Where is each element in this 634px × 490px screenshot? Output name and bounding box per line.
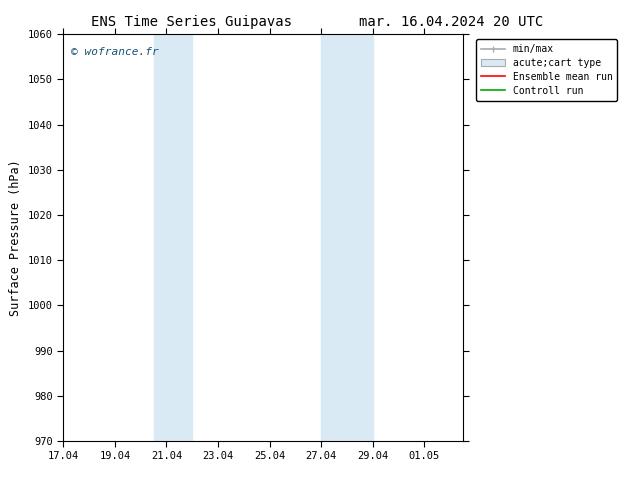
Bar <box>153 34 192 441</box>
Bar <box>321 34 373 441</box>
Text: ENS Time Series Guipavas        mar. 16.04.2024 20 UTC: ENS Time Series Guipavas mar. 16.04.2024… <box>91 15 543 29</box>
Text: © wofrance.fr: © wofrance.fr <box>72 47 159 56</box>
Y-axis label: Surface Pressure (hPa): Surface Pressure (hPa) <box>10 159 22 316</box>
Legend: min/max, acute;cart type, Ensemble mean run, Controll run: min/max, acute;cart type, Ensemble mean … <box>476 39 618 100</box>
